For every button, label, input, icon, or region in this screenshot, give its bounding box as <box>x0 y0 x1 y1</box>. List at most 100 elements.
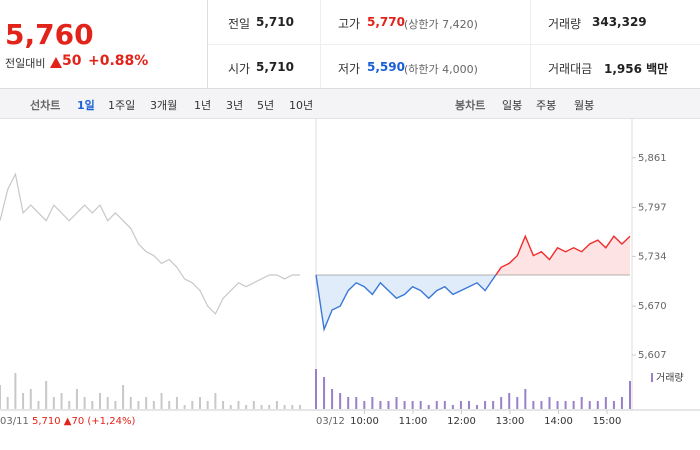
x-tick-label: 11:00 <box>399 416 428 427</box>
volume-bar <box>580 397 583 409</box>
volume-bar <box>175 397 178 409</box>
volume-bar <box>411 401 414 409</box>
volume-bar <box>387 401 390 409</box>
volume-bar <box>29 389 32 409</box>
volume-bar <box>403 401 406 409</box>
volume-bar <box>91 401 94 409</box>
x-tick-label: 15:00 <box>593 416 622 427</box>
volume-bar <box>60 393 63 409</box>
stat-value: 5,710 <box>256 15 294 29</box>
stat-label: 저가 <box>338 62 361 76</box>
period-tab[interactable]: 3년 <box>226 99 244 112</box>
volume-bar <box>260 405 263 409</box>
volume-bar <box>168 401 171 409</box>
volume-bar <box>99 393 101 409</box>
stat-value: 5,590 <box>367 60 405 74</box>
divider <box>530 0 531 88</box>
volume-bar <box>22 393 25 409</box>
prev-summary: 5,710 ▲70 (+1,24%) <box>32 416 135 427</box>
stat-note: (상한가 7,420) <box>404 18 478 31</box>
volume-bar <box>355 397 358 409</box>
volume-bar <box>588 401 591 409</box>
volume-bar <box>612 401 615 409</box>
period-tab[interactable]: 1일 <box>77 99 95 112</box>
volume-bar <box>492 401 495 409</box>
volume-bar <box>427 405 430 409</box>
today-area-up <box>316 236 630 276</box>
change-pct: +0.88% <box>88 53 149 69</box>
volume-bar <box>347 397 350 409</box>
y-tick-label: 5,670 <box>638 301 667 312</box>
volume-bar <box>532 401 535 409</box>
nav-bar: 선차트 1일 1주일 3개월 1년 3년 5년 10년 봉차트 일봉 주봉 월봉 <box>0 89 700 119</box>
date-label: 03/11 <box>0 416 29 427</box>
volume-bar <box>275 401 278 409</box>
chart: 5,861 5,797 5,734 5,670 5,607 거래량 03/11 5,710 ▲… <box>0 118 700 427</box>
legend-label: 거래량 <box>656 372 684 384</box>
y-tick-label: 5,607 <box>638 350 667 361</box>
volume-bar <box>106 397 109 409</box>
candle-tab[interactable]: 월봉 <box>574 99 595 112</box>
period-tab[interactable]: 1년 <box>194 99 212 112</box>
x-tick-label: 13:00 <box>496 416 525 427</box>
volume-bar <box>540 401 543 409</box>
volume-bar <box>214 393 217 409</box>
volume-bar <box>6 397 9 409</box>
change-label: 전일대비 <box>5 57 46 70</box>
period-tab[interactable]: 3개월 <box>150 99 178 112</box>
volume-bar <box>435 401 438 409</box>
volume-bar <box>83 397 86 409</box>
volume-bar <box>129 397 132 409</box>
y-tick-label: 5,797 <box>638 202 667 213</box>
volume-bar <box>206 401 209 409</box>
candle-tab[interactable]: 일봉 <box>502 99 523 112</box>
volume-bar <box>283 405 286 409</box>
volume-bar <box>548 397 551 409</box>
volume-bar <box>331 389 334 409</box>
stat-label: 전일 <box>228 17 251 31</box>
stat-value: 5,710 <box>256 60 294 74</box>
period-tab[interactable]: 10년 <box>289 99 314 112</box>
volume-bar <box>14 373 17 409</box>
volume-bar <box>451 405 454 409</box>
volume-bar <box>524 389 527 409</box>
stat-label: 고가 <box>338 17 361 31</box>
volume-bar <box>508 393 511 409</box>
volume-bar <box>596 401 599 409</box>
divider <box>207 0 208 88</box>
volume-bar <box>379 401 382 409</box>
stat-value: 5,770 <box>367 15 405 29</box>
volume-bar <box>252 401 255 409</box>
nav-label: 선차트 <box>30 99 61 112</box>
volume-bar <box>315 369 317 409</box>
volume-bar <box>629 381 631 409</box>
volume-bar <box>604 397 607 409</box>
period-tab[interactable]: 1주일 <box>108 99 136 112</box>
volume-bar <box>199 397 201 409</box>
volume-bar <box>75 389 78 409</box>
volume-bar <box>419 401 422 409</box>
volume-bar <box>459 401 462 409</box>
y-tick-label: 5,734 <box>638 251 667 262</box>
volume-bar <box>152 401 155 409</box>
volume-bar <box>237 401 240 409</box>
volume-bar <box>137 401 140 409</box>
volume-bar <box>572 401 575 409</box>
volume-bar <box>371 397 374 409</box>
x-tick-label: 12:00 <box>447 416 476 427</box>
volume-bar <box>191 401 194 409</box>
period-tab[interactable]: 5년 <box>257 99 275 112</box>
volume-bar <box>145 397 148 409</box>
volume-bar <box>183 405 186 409</box>
volume-bar <box>467 401 470 409</box>
x-tick-label: 14:00 <box>544 416 573 427</box>
volume-bar <box>484 401 487 409</box>
nav-label: 봉차트 <box>455 99 486 112</box>
candle-tab[interactable]: 주봉 <box>536 99 557 112</box>
volume-bar <box>52 397 55 409</box>
volume-bar <box>229 405 232 409</box>
volume-bar <box>339 393 342 409</box>
volume-bar <box>45 381 48 409</box>
volume-bar <box>395 397 398 409</box>
